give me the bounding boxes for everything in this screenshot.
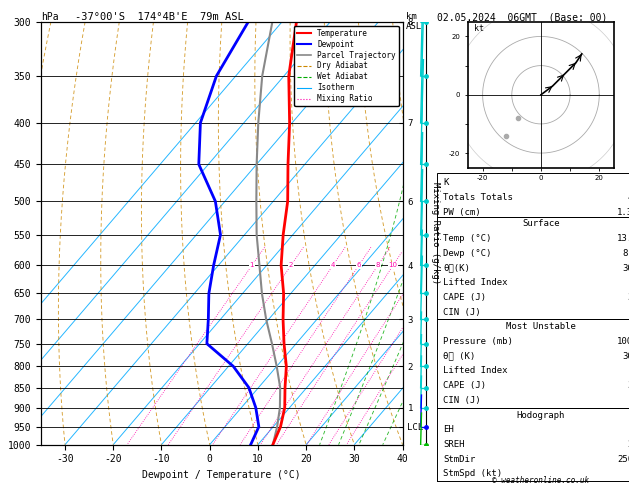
Text: 8.5: 8.5 [622, 249, 629, 258]
Bar [437, 319, 629, 408]
Text: θᴇ(K): θᴇ(K) [443, 263, 470, 273]
Text: Surface: Surface [522, 220, 560, 228]
Text: EH: EH [443, 425, 454, 434]
X-axis label: Dewpoint / Temperature (°C): Dewpoint / Temperature (°C) [142, 470, 301, 480]
Text: 1: 1 [250, 262, 254, 268]
Text: K: K [443, 178, 448, 187]
Text: kt: kt [474, 24, 484, 33]
Text: StmDir: StmDir [443, 454, 476, 464]
Text: 305: 305 [622, 352, 629, 361]
Text: 22: 22 [628, 440, 629, 449]
Text: Hodograph: Hodograph [517, 411, 565, 419]
Text: Totals Totals: Totals Totals [443, 193, 513, 202]
Text: 19: 19 [628, 469, 629, 478]
Y-axis label: hPa: hPa [0, 225, 2, 242]
Text: Lifted Index: Lifted Index [443, 278, 508, 287]
Text: Lifted Index: Lifted Index [443, 366, 508, 375]
Text: hPa: hPa [41, 12, 58, 22]
Text: CAPE (J): CAPE (J) [443, 381, 486, 390]
Y-axis label: Mixing Ratio (g/kg): Mixing Ratio (g/kg) [431, 182, 440, 284]
Text: PW (cm): PW (cm) [443, 208, 481, 217]
Text: km: km [406, 12, 416, 21]
Text: © weatheronline.co.uk: © weatheronline.co.uk [493, 476, 589, 485]
Text: -37°00'S  174°4B'E  79m ASL: -37°00'S 174°4B'E 79m ASL [75, 12, 244, 22]
Text: 1.38: 1.38 [617, 208, 629, 217]
Text: 11: 11 [628, 308, 629, 317]
Text: 2: 2 [289, 262, 293, 268]
Text: -8: -8 [628, 425, 629, 434]
Text: 1006: 1006 [617, 337, 629, 346]
Text: 10: 10 [389, 262, 398, 268]
Text: 6: 6 [357, 262, 361, 268]
Text: 4: 4 [331, 262, 335, 268]
Legend: Temperature, Dewpoint, Parcel Trajectory, Dry Adiabat, Wet Adiabat, Isotherm, Mi: Temperature, Dewpoint, Parcel Trajectory… [294, 26, 399, 106]
Text: SREH: SREH [443, 440, 465, 449]
Text: θᴇ (K): θᴇ (K) [443, 352, 476, 361]
Text: StmSpd (kt): StmSpd (kt) [443, 469, 503, 478]
Text: CIN (J): CIN (J) [443, 396, 481, 405]
Text: CAPE (J): CAPE (J) [443, 293, 486, 302]
Text: 13.1: 13.1 [617, 234, 629, 243]
Text: 38: 38 [628, 293, 629, 302]
Bar [437, 408, 629, 481]
Text: 41: 41 [628, 193, 629, 202]
Text: 11: 11 [628, 396, 629, 405]
Text: CIN (J): CIN (J) [443, 308, 481, 317]
Text: 02.05.2024  06GMT  (Base: 00): 02.05.2024 06GMT (Base: 00) [437, 12, 608, 22]
Bar [437, 173, 629, 217]
Text: Pressure (mb): Pressure (mb) [443, 337, 513, 346]
Bar [437, 217, 629, 319]
Text: 8: 8 [376, 262, 380, 268]
Text: ASL: ASL [406, 22, 422, 31]
Text: 38: 38 [628, 381, 629, 390]
Text: Temp (°C): Temp (°C) [443, 234, 492, 243]
Text: Dewp (°C): Dewp (°C) [443, 249, 492, 258]
Text: Most Unstable: Most Unstable [506, 322, 576, 331]
Text: 250°: 250° [617, 454, 629, 464]
Text: 305: 305 [622, 263, 629, 273]
